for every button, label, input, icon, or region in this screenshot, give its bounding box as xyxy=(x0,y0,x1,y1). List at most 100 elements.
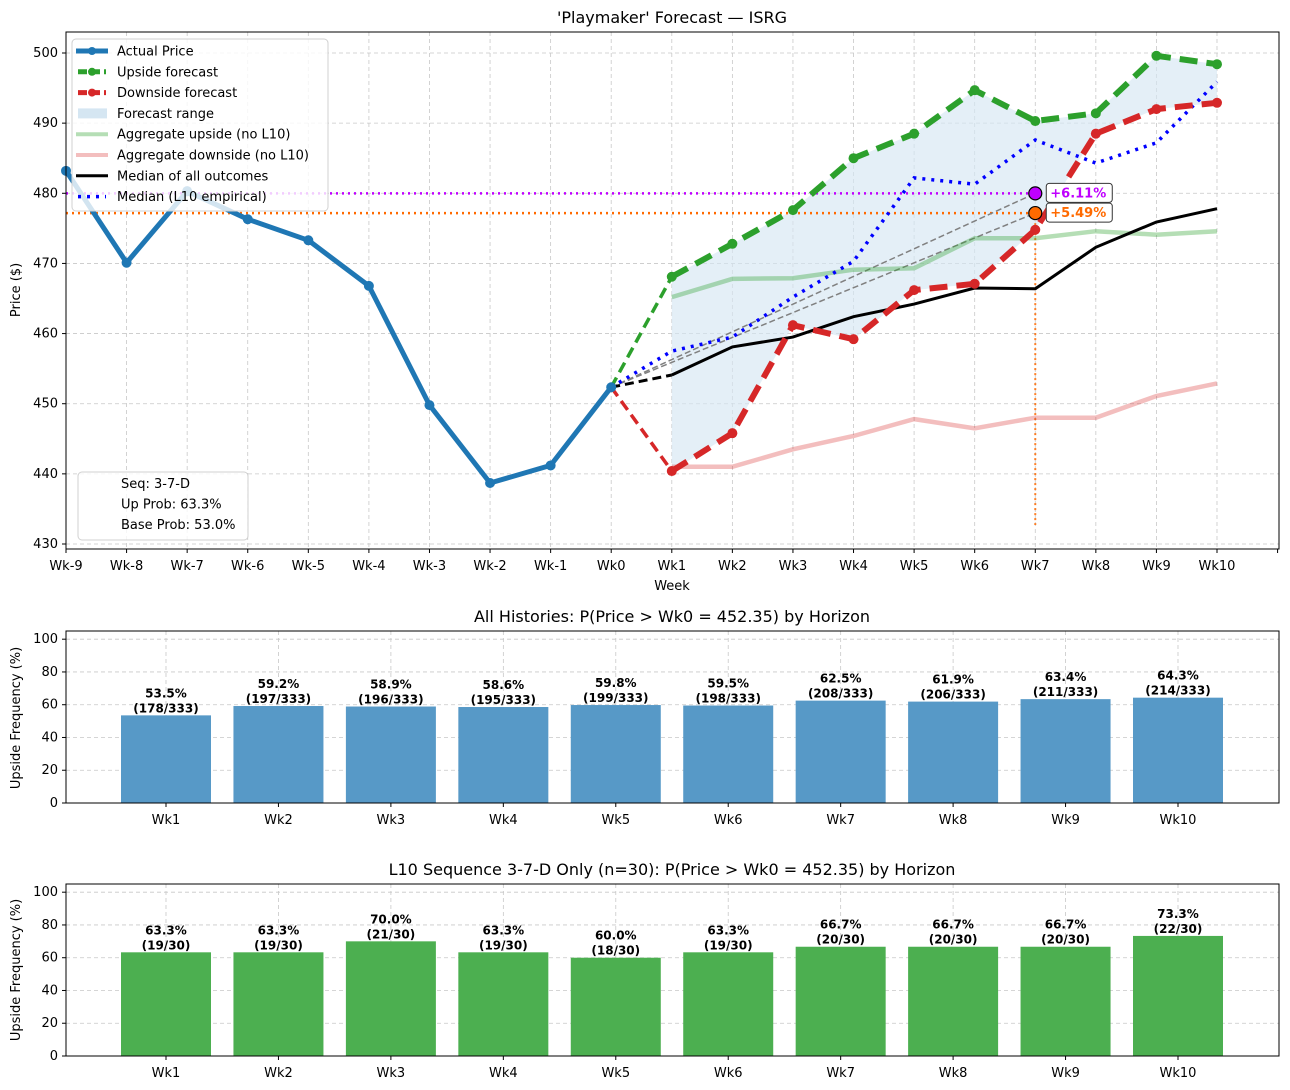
target-trend-line xyxy=(610,212,1036,388)
legend-item: Median (L10 empirical) xyxy=(78,190,267,205)
upside-point xyxy=(787,205,798,216)
actual-price-point xyxy=(485,477,496,488)
bar-value-label: 73.3% xyxy=(1157,907,1199,921)
price-chart-frame xyxy=(65,31,1280,550)
bar2-title: L10 Sequence 3-7-D Only (n=30): P(Price … xyxy=(389,860,956,879)
bar1-ylabel: Upside Frequency (%) xyxy=(9,647,24,789)
bar xyxy=(1020,946,1111,1056)
x-tick-label: Wk3 xyxy=(377,813,406,828)
downside-point xyxy=(666,466,677,477)
bar-count-label: (197/333) xyxy=(246,692,311,706)
bar xyxy=(570,705,661,803)
downside-forecast-line xyxy=(670,99,1218,474)
bar-value-label: 63.3% xyxy=(145,923,187,937)
legend-item: Upside forecast xyxy=(78,65,218,80)
legend-item: Downside forecast xyxy=(78,86,237,101)
bar xyxy=(458,952,549,1056)
legend-item: Aggregate upside (no L10) xyxy=(76,128,290,143)
bar-chart-frame xyxy=(65,630,1280,804)
bar-value-label: 63.3% xyxy=(707,923,749,937)
bar-count-label: (199/333) xyxy=(583,691,648,705)
bar-value-label: 58.6% xyxy=(483,678,525,692)
upside-point xyxy=(969,85,980,96)
x-tick-label: Wk3 xyxy=(779,559,808,574)
x-tick-label: Wk5 xyxy=(601,813,630,828)
x-tick-label: Wk7 xyxy=(826,1066,855,1081)
bar-value-label: 70.0% xyxy=(370,912,412,926)
x-tick-label: Wk4 xyxy=(489,1066,518,1081)
actual-price-point xyxy=(363,280,374,291)
bar-count-label: (19/30) xyxy=(704,938,753,952)
x-tick-label: Wk10 xyxy=(1199,559,1236,574)
bar-count-label: (19/30) xyxy=(254,938,303,952)
bar-count-label: (21/30) xyxy=(367,927,416,941)
y-tick-label: 40 xyxy=(41,730,58,745)
bar xyxy=(683,705,774,803)
median-all-line xyxy=(671,207,1218,377)
bar-value-label: 63.4% xyxy=(1045,670,1087,684)
bar-value-label: 66.7% xyxy=(932,918,974,932)
legend-label: Downside forecast xyxy=(117,86,237,101)
y-tick-label: 450 xyxy=(33,397,58,412)
legend-label: Aggregate upside (no L10) xyxy=(117,128,290,143)
bar xyxy=(1133,697,1223,803)
x-tick-label: Wk-9 xyxy=(49,559,82,574)
bar xyxy=(233,706,324,803)
x-tick-label: Wk-4 xyxy=(352,559,385,574)
bar xyxy=(908,701,999,803)
x-tick-label: Wk-3 xyxy=(413,559,446,574)
x-tick-label: Wk5 xyxy=(900,559,929,574)
y-tick-label: 80 xyxy=(41,665,58,680)
bar-count-label: (206/333) xyxy=(920,688,985,702)
bar xyxy=(795,946,886,1056)
x-tick-label: Wk3 xyxy=(377,1066,406,1081)
bar xyxy=(121,952,211,1056)
y-tick-label: 460 xyxy=(33,327,58,342)
bar-value-label: 53.5% xyxy=(145,686,187,700)
legend-label: Median (L10 empirical) xyxy=(117,190,267,205)
upside-point xyxy=(909,128,920,139)
x-tick-label: Wk1 xyxy=(152,1066,181,1081)
y-tick-label: 0 xyxy=(50,796,58,811)
x-tick-label: Wk-2 xyxy=(473,559,506,574)
upside-point xyxy=(1030,116,1041,127)
bar-value-label: 66.7% xyxy=(820,918,862,932)
bar-value-label: 66.7% xyxy=(1045,918,1087,932)
downside-point xyxy=(1212,97,1222,108)
actual-price-point xyxy=(424,400,435,411)
y-tick-label: 440 xyxy=(33,467,58,482)
bar1-title: All Histories: P(Price > Wk0 = 452.35) b… xyxy=(474,607,870,626)
info-box: Seq: 3-7-D Up Prob: 63.3% Base Prob: 53.0% xyxy=(77,471,249,541)
legend-frame xyxy=(71,38,329,212)
legend-label: Forecast range xyxy=(117,107,214,122)
forecast-range-area xyxy=(671,55,1217,472)
target-marker xyxy=(1028,205,1043,221)
bar-count-label: (19/30) xyxy=(142,938,191,952)
x-tick-label: Wk1 xyxy=(152,813,181,828)
downside-point xyxy=(848,334,859,345)
actual-price-line xyxy=(63,169,614,486)
upside-point xyxy=(848,153,859,164)
bar-value-label: 59.8% xyxy=(595,676,637,690)
y-tick-label: 480 xyxy=(33,186,58,201)
legend-label: Median of all outcomes xyxy=(117,169,268,184)
downside-point xyxy=(1090,128,1101,139)
target-marker xyxy=(1028,186,1043,201)
bar xyxy=(683,952,774,1056)
y-tick-label: 470 xyxy=(33,256,58,271)
bar xyxy=(1020,699,1111,803)
bar-count-label: (196/333) xyxy=(358,693,423,707)
bar xyxy=(795,700,886,803)
upside-connector xyxy=(609,275,674,389)
x-tick-label: Wk7 xyxy=(826,813,855,828)
downside-connector xyxy=(609,386,674,473)
y-tick-label: 430 xyxy=(33,537,58,552)
y-tick-label: 80 xyxy=(41,918,58,933)
bar-value-label: 59.5% xyxy=(707,677,749,691)
legend-swatch xyxy=(78,108,107,119)
y-tick-label: 490 xyxy=(33,116,58,131)
bar2-ylabel: Upside Frequency (%) xyxy=(9,899,24,1041)
legend-item: Forecast range xyxy=(78,107,214,122)
x-tick-label: Wk0 xyxy=(597,559,626,574)
